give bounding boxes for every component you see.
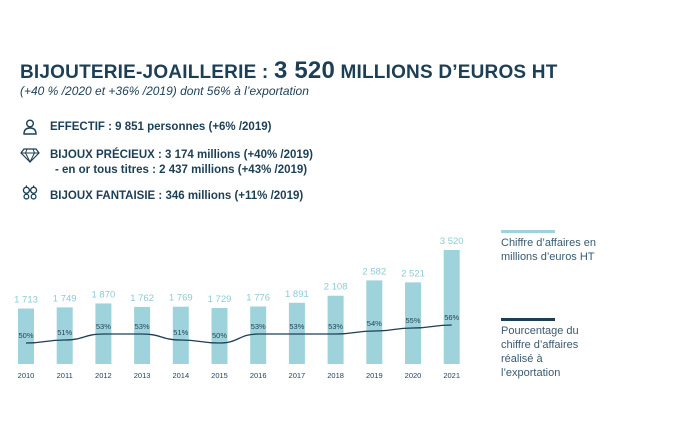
legend-line-label: Pourcentage du chiffre d’affaires réalis… [501, 325, 579, 379]
pct-value-label: 51% [57, 328, 72, 337]
bar-value-label: 1 749 [53, 293, 77, 304]
diamond-icon [20, 148, 40, 164]
pct-value-label: 56% [444, 313, 459, 322]
year-tick-label: 2011 [57, 371, 73, 380]
pct-value-label: 54% [367, 319, 382, 328]
pct-value-label: 53% [251, 322, 266, 331]
year-tick-label: 2019 [366, 371, 383, 380]
bar-value-label: 1 762 [130, 293, 154, 304]
bar-value-label: 2 108 [324, 282, 348, 293]
jewels-icon [22, 185, 38, 200]
stat-bijoux-precieux: BIJOUX PRÉCIEUX : 3 174 millions (+40% /… [50, 148, 313, 178]
year-tick-label: 2016 [250, 371, 267, 380]
year-tick-label: 2010 [18, 371, 35, 380]
page-title: BIJOUTERIE-JOAILLERIE : 3 520 MILLIONS D… [20, 57, 558, 84]
legend-bars-swatch [501, 230, 555, 233]
year-tick-label: 2014 [172, 371, 189, 380]
bar-value-label: 2 582 [362, 266, 386, 277]
bar-value-label: 3 520 [440, 236, 464, 247]
pct-value-label: 50% [212, 331, 227, 340]
year-tick-label: 2012 [95, 371, 112, 380]
year-tick-label: 2015 [211, 371, 228, 380]
year-tick-label: 2017 [289, 371, 306, 380]
bar-2013 [134, 306, 151, 364]
stat-bijoux-precieux-main: BIJOUX PRÉCIEUX : 3 174 millions (+40% /… [50, 149, 314, 161]
year-tick-label: 2013 [134, 371, 151, 380]
stat-effectif: EFFECTIF : 9 851 personnes (+6% /2019) [50, 121, 272, 133]
bar-value-label: 2 521 [401, 268, 425, 279]
bar-2018 [327, 295, 344, 364]
year-tick-label: 2020 [405, 371, 422, 380]
bar-2011 [56, 307, 73, 364]
bar-2020 [405, 282, 421, 364]
year-tick-label: 2021 [443, 371, 460, 380]
export-pct-line [25, 324, 452, 344]
pct-value-label: 51% [173, 328, 188, 337]
pct-value-label: 55% [405, 316, 420, 325]
bar-2010 [18, 308, 34, 364]
legend-bars-label: Chiffre d’affaires en millions d’euros H… [501, 237, 596, 263]
pct-value-label: 53% [96, 322, 111, 331]
page-subtitle: (+40 % /2020 et +36% /2019) dont 56% à l… [20, 84, 309, 98]
pct-value-label: 50% [18, 331, 33, 340]
year-tick-label: 2018 [327, 371, 344, 380]
bar-value-label: 1 769 [169, 293, 193, 304]
bar-value-label: 1 729 [208, 294, 232, 305]
bar-value-label: 1 870 [92, 289, 116, 300]
bar-value-label: 1 891 [285, 289, 309, 300]
legend-line-swatch [501, 318, 555, 321]
stat-bijoux-precieux-sub: - en or tous titres : 2 437 millions (+4… [55, 164, 308, 176]
bar-2021 [443, 250, 460, 364]
stat-bijoux-fantaisie: BIJOUX FANTAISIE : 346 millions (+11% /2… [50, 190, 304, 202]
bar-value-label: 1 713 [14, 295, 38, 306]
pct-value-label: 53% [135, 322, 150, 331]
pct-value-label: 53% [328, 322, 343, 331]
bar-value-label: 1 776 [246, 292, 270, 303]
bar-2019 [366, 280, 383, 364]
bar-2016 [250, 306, 267, 364]
person-icon [23, 119, 37, 135]
bar-2015 [211, 308, 228, 364]
bar-2014 [172, 306, 189, 364]
pct-value-label: 53% [289, 322, 304, 331]
